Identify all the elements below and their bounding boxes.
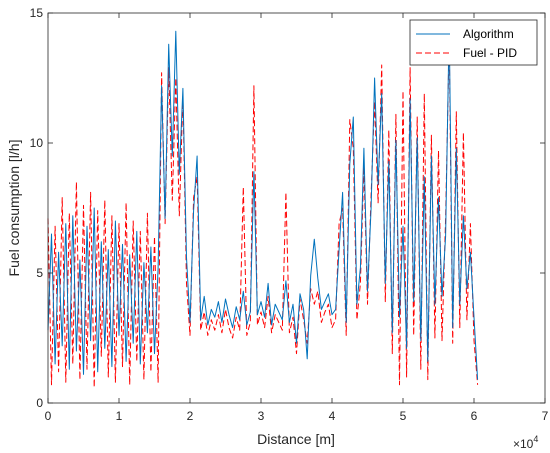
x-tick-label: 6 bbox=[471, 409, 478, 423]
y-tick-label: 10 bbox=[30, 136, 44, 150]
x-tick-label: 4 bbox=[329, 409, 336, 423]
x-tick-label: 0 bbox=[45, 409, 52, 423]
legend-label-algorithm: Algorithm bbox=[463, 27, 514, 41]
x-axis-exponent-power: 4 bbox=[533, 434, 538, 444]
x-tick-label: 3 bbox=[258, 409, 265, 423]
y-tick-label: 0 bbox=[36, 396, 43, 410]
x-tick-label: 2 bbox=[187, 409, 194, 423]
x-tick-label: 1 bbox=[116, 409, 123, 423]
legend-box bbox=[409, 19, 538, 66]
x-tick-label: 7 bbox=[542, 409, 549, 423]
plot-area bbox=[47, 12, 546, 404]
y-tick-label: 5 bbox=[36, 266, 43, 280]
legend: Algorithm Fuel - PID bbox=[409, 19, 538, 66]
plot-background bbox=[48, 13, 545, 403]
x-axis-ticks: 0 1 2 3 4 5 6 7 bbox=[45, 13, 549, 423]
legend-label-fuel-pid: Fuel - PID bbox=[463, 46, 517, 60]
axes-frame bbox=[47, 12, 546, 404]
y-tick-label: 15 bbox=[30, 6, 44, 20]
y-axis-ticks: 0 5 10 15 bbox=[30, 6, 545, 410]
x-axis-exponent-base: ×10 bbox=[513, 437, 534, 451]
series-line-algorithm bbox=[47, 22, 479, 380]
x-axis-exponent: ×104 bbox=[513, 434, 538, 451]
x-tick-label: 5 bbox=[400, 409, 407, 423]
x-axis-label: Distance [m] bbox=[257, 431, 335, 447]
y-axis-label: Fuel consumption [l/h] bbox=[6, 140, 22, 277]
series-layer bbox=[47, 22, 479, 388]
